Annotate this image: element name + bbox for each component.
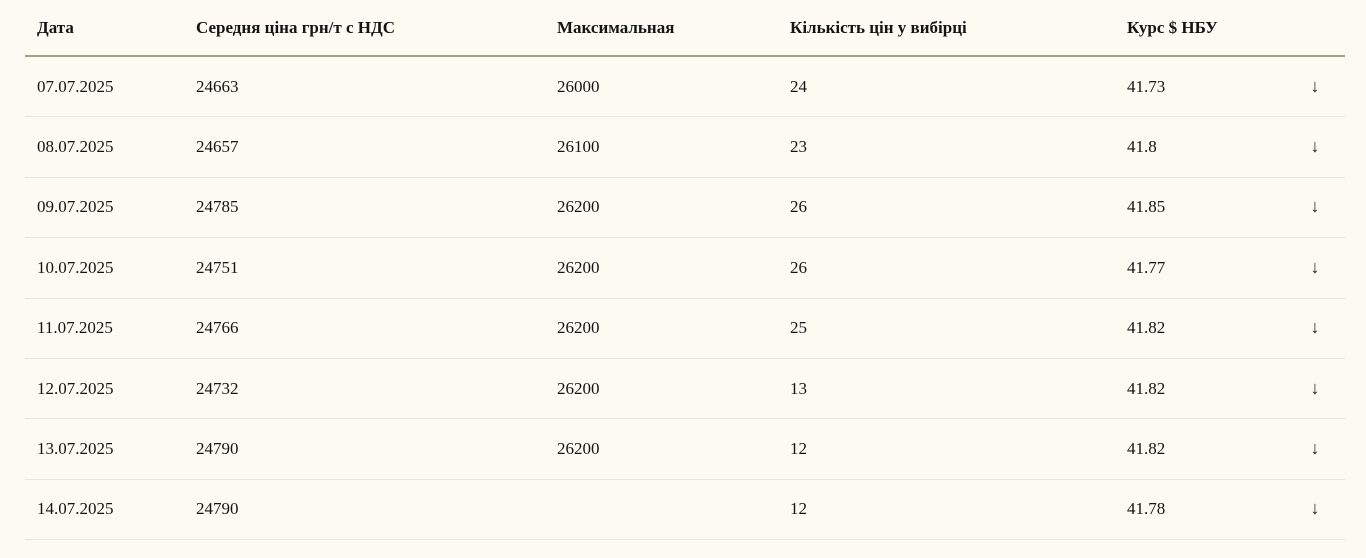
date-cell: 12.07.2025 <box>37 378 114 398</box>
avg-price-cell: 24732 <box>196 378 239 398</box>
table-header: Дата Середня ціна грн/т с НДС Максимальн… <box>25 0 1345 57</box>
max-price-cell: 26000 <box>557 76 600 96</box>
avg-price-cell: 24663 <box>196 76 239 96</box>
column-header-date: Дата <box>37 17 74 37</box>
avg-price-cell: 24785 <box>196 197 239 217</box>
table-body: 07.07.2025 24663 26000 24 41.73 ↓ 08.07.… <box>25 57 1345 541</box>
down-arrow-icon: ↓ <box>1310 197 1320 217</box>
max-price-cell: 26200 <box>557 318 600 338</box>
down-arrow-icon: ↓ <box>1310 76 1320 96</box>
usd-rate-cell: 41.85 <box>1127 197 1166 217</box>
down-arrow-icon: ↓ <box>1310 499 1320 519</box>
avg-price-cell: 24790 <box>196 499 239 519</box>
max-price-cell: 26200 <box>557 197 600 217</box>
sample-count-cell: 26 <box>790 197 807 217</box>
sample-count-cell: 12 <box>790 499 807 519</box>
avg-price-cell: 24657 <box>196 137 239 157</box>
date-cell: 07.07.2025 <box>37 76 114 96</box>
avg-price-cell: 24790 <box>196 439 239 459</box>
table-row: 13.07.2025 24790 26200 12 41.82 ↓ <box>25 419 1345 480</box>
down-arrow-icon: ↓ <box>1310 257 1320 277</box>
date-cell: 11.07.2025 <box>37 318 113 338</box>
date-cell: 09.07.2025 <box>37 197 114 217</box>
usd-rate-cell: 41.82 <box>1127 318 1166 338</box>
down-arrow-icon: ↓ <box>1310 318 1320 338</box>
down-arrow-icon: ↓ <box>1310 439 1320 459</box>
date-cell: 08.07.2025 <box>37 137 114 157</box>
table-row: 08.07.2025 24657 26100 23 41.8 ↓ <box>25 117 1345 178</box>
date-cell: 14.07.2025 <box>37 499 114 519</box>
table-row: 10.07.2025 24751 26200 26 41.77 ↓ <box>25 238 1345 299</box>
table-row: 09.07.2025 24785 26200 26 41.85 ↓ <box>25 178 1345 239</box>
sample-count-cell: 23 <box>790 137 807 157</box>
column-header-avg-price: Середня ціна грн/т с НДС <box>196 17 395 37</box>
table-row: 14.07.2025 24790 12 41.78 ↓ <box>25 480 1345 541</box>
max-price-cell: 26200 <box>557 439 600 459</box>
column-header-sample-count: Кількість цін у вибірці <box>790 17 967 37</box>
usd-rate-cell: 41.82 <box>1127 439 1166 459</box>
column-header-max-price: Максимальная <box>557 17 675 37</box>
date-cell: 10.07.2025 <box>37 257 114 277</box>
table-row: 11.07.2025 24766 26200 25 41.82 ↓ <box>25 299 1345 359</box>
table-row: 07.07.2025 24663 26000 24 41.73 ↓ <box>25 57 1345 118</box>
sample-count-cell: 25 <box>790 318 807 338</box>
usd-rate-cell: 41.78 <box>1127 499 1166 519</box>
usd-rate-cell: 41.8 <box>1127 137 1157 157</box>
sample-count-cell: 13 <box>790 378 807 398</box>
down-arrow-icon: ↓ <box>1310 378 1320 398</box>
avg-price-cell: 24766 <box>196 318 239 338</box>
column-header-usd-rate: Курс $ НБУ <box>1127 17 1218 37</box>
usd-rate-cell: 41.77 <box>1127 257 1166 277</box>
sample-count-cell: 12 <box>790 439 807 459</box>
max-price-cell: 26100 <box>557 137 600 157</box>
table-row: 12.07.2025 24732 26200 13 41.82 ↓ <box>25 359 1345 420</box>
avg-price-cell: 24751 <box>196 257 239 277</box>
usd-rate-cell: 41.82 <box>1127 378 1166 398</box>
max-price-cell: 26200 <box>557 257 600 277</box>
sample-count-cell: 26 <box>790 257 807 277</box>
date-cell: 13.07.2025 <box>37 439 114 459</box>
down-arrow-icon: ↓ <box>1310 137 1320 157</box>
price-table: Дата Середня ціна грн/т с НДС Максимальн… <box>25 0 1345 541</box>
usd-rate-cell: 41.73 <box>1127 76 1166 96</box>
max-price-cell: 26200 <box>557 378 600 398</box>
sample-count-cell: 24 <box>790 76 807 96</box>
